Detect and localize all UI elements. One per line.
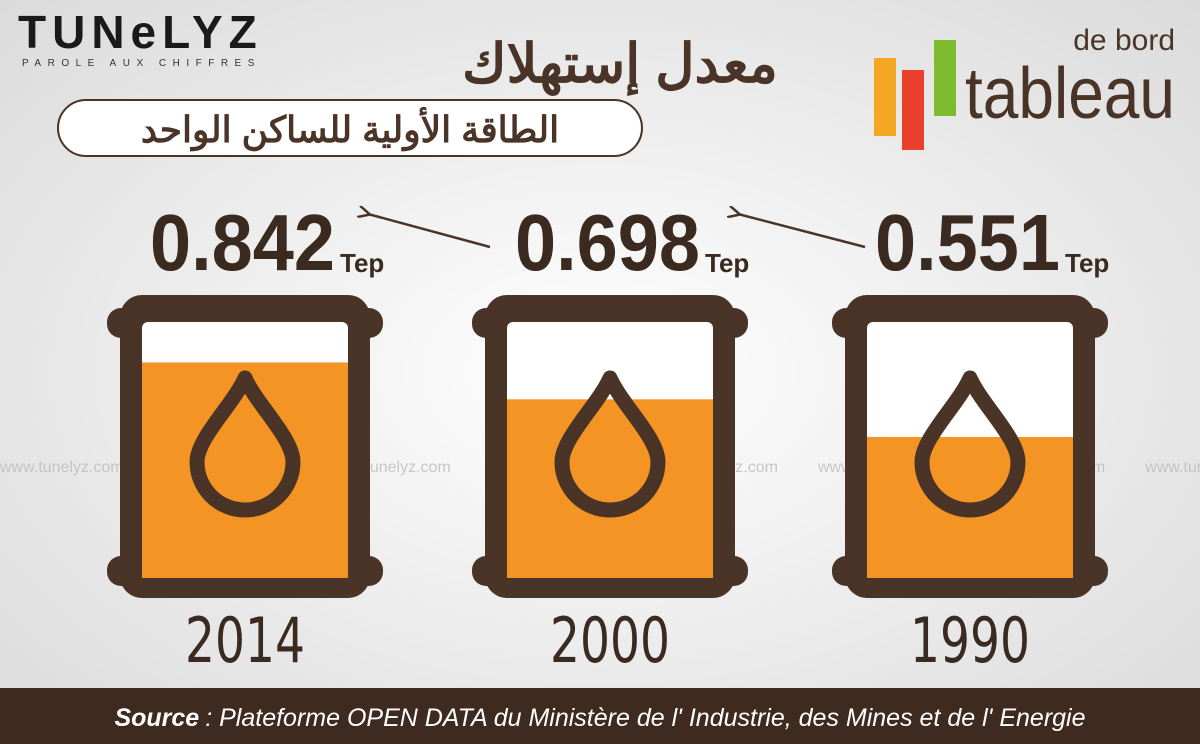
drop-icon	[914, 370, 1026, 518]
year-label: 1990	[910, 604, 1030, 677]
watermark-item: www.tunelyz.com	[1144, 459, 1200, 476]
logo-bar	[874, 58, 896, 136]
year-label: 2014	[185, 604, 305, 677]
footer-bar	[0, 688, 1200, 744]
tableau-top: de bord	[1073, 24, 1175, 57]
unit-label: Tep	[705, 248, 749, 278]
logo-bar	[934, 40, 956, 116]
title: معدل إستهلاك	[462, 34, 778, 96]
source-label: Source	[114, 704, 199, 732]
logo-bar	[902, 70, 924, 150]
drop-icon	[189, 370, 301, 518]
chart: www.tunelyz.comwww.tunelyz.comwww.tunely…	[0, 198, 1200, 677]
barrel-fill	[142, 362, 348, 578]
barrel-fill	[507, 399, 713, 578]
source: Source: Plateforme OPEN DATA du Ministèr…	[114, 704, 1085, 732]
subtitle: الطاقة الأولية للساكن الواحد	[141, 107, 559, 152]
tagline: PAROLE AUX CHIFFRES	[22, 58, 261, 69]
source-text: : Plateforme OPEN DATA du Ministère de l…	[205, 704, 1085, 732]
arrow	[738, 214, 866, 249]
unit-label: Tep	[1065, 248, 1109, 278]
tableau: tableau	[965, 54, 1175, 134]
year-label: 2000	[550, 604, 670, 677]
value-label: 0.842	[150, 198, 335, 287]
logo: TUNeLYZ	[18, 6, 263, 58]
subtitle-box	[57, 99, 643, 157]
drop-icon	[554, 370, 666, 518]
arrow	[368, 214, 491, 249]
unit-label: Tep	[340, 248, 384, 278]
value-label: 0.698	[515, 198, 700, 287]
watermark-item: www.tunelyz.com	[0, 459, 124, 476]
value-label: 0.551	[875, 198, 1060, 287]
